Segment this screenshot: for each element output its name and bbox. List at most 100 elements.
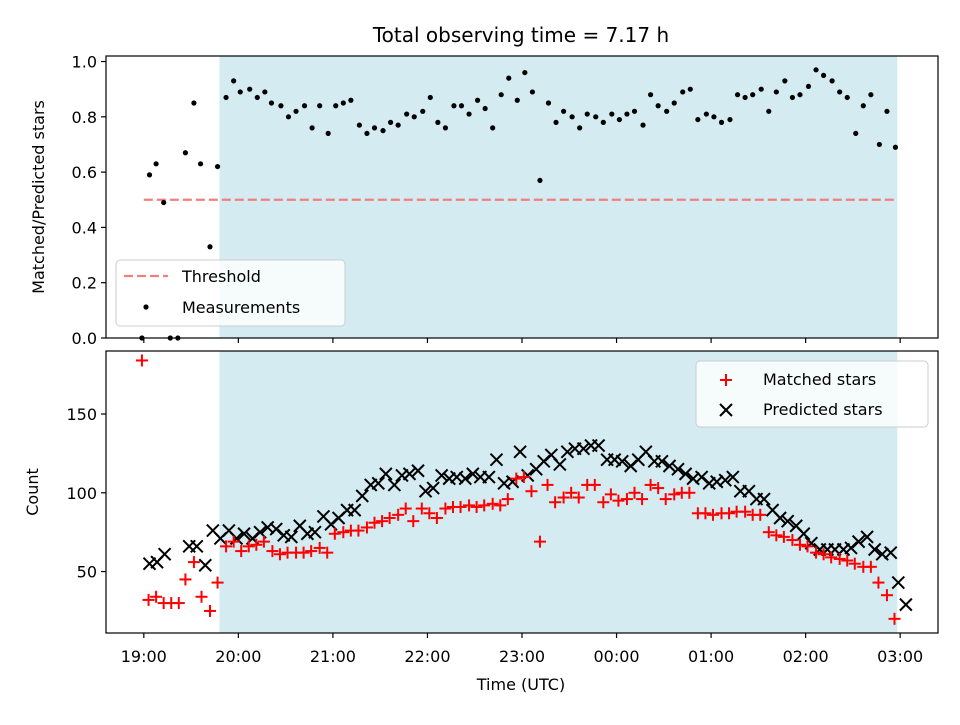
top-panel: 0.0 0.2 0.4 0.6 0.8 1.0 Matched/Predicted sta… <box>29 53 939 348</box>
matched-point <box>273 548 286 561</box>
matched-point <box>541 478 554 491</box>
measurement-point <box>231 78 237 84</box>
matched-point <box>142 593 155 606</box>
matched-point <box>179 573 192 586</box>
measurement-point <box>569 114 575 120</box>
matched-point <box>172 597 185 610</box>
predicted-point <box>757 492 771 506</box>
matched-point <box>659 493 672 506</box>
matched-point <box>723 507 736 520</box>
predicted-point <box>780 514 795 528</box>
x-tick-label: 01:00 <box>688 647 734 666</box>
matched-point <box>242 540 255 553</box>
top-legend: Threshold Measurements <box>115 259 346 327</box>
matched-point <box>525 485 538 498</box>
measurement-point <box>616 116 622 123</box>
measurement-point <box>884 108 890 114</box>
matched-point <box>376 515 389 528</box>
measurement-point <box>624 111 630 117</box>
matched-point <box>833 552 846 565</box>
measurement-point <box>789 94 796 101</box>
matched-point <box>517 471 530 484</box>
measurement-point <box>695 116 701 123</box>
predicted-point <box>726 470 740 484</box>
measurement-point <box>742 94 748 101</box>
matched-point <box>604 488 617 501</box>
measurement-point <box>766 108 772 114</box>
predicted-point <box>797 527 811 541</box>
matched-point <box>754 508 767 521</box>
measurement-point <box>333 103 339 109</box>
matched-point <box>266 545 279 558</box>
measurement-point <box>750 92 756 98</box>
matched-point <box>352 524 365 537</box>
matched-point <box>817 548 830 561</box>
legend-measurement-swatch <box>143 304 149 310</box>
measurement-point <box>758 86 764 92</box>
predicted-point <box>576 441 591 456</box>
predicted-point <box>489 452 504 467</box>
matched-point <box>762 526 775 539</box>
bottom-y-ticks: 50 100 150 <box>66 405 106 582</box>
matched-point <box>597 496 610 509</box>
measurement-point <box>380 128 386 134</box>
top-y-axis-label: Matched/Predicted stars <box>29 100 48 294</box>
predicted-point <box>198 558 212 572</box>
predicted-points <box>142 438 913 612</box>
matched-point <box>257 535 270 548</box>
legend-measurements-label: Measurements <box>182 298 300 317</box>
predicted-point <box>482 470 496 484</box>
matched-point <box>810 546 823 559</box>
matched-point <box>588 478 601 491</box>
matched-point <box>423 507 436 520</box>
matched-point <box>510 472 523 485</box>
measurement-point <box>514 97 520 103</box>
matched-point <box>699 507 712 520</box>
measurement-point <box>490 125 496 131</box>
measurement-point <box>640 122 646 128</box>
measurement-point <box>404 111 410 117</box>
measurement-point <box>734 92 741 98</box>
predicted-point <box>466 467 480 481</box>
measurement-point <box>561 108 567 114</box>
predicted-point <box>678 467 693 481</box>
matched-point <box>470 500 483 513</box>
predicted-point <box>884 545 898 560</box>
measurement-point <box>577 125 583 131</box>
predicted-point <box>860 530 874 544</box>
y-tick-label: 0.4 <box>72 218 97 237</box>
measurement-point <box>153 161 159 167</box>
measurement-point <box>703 111 709 117</box>
matched-point <box>557 491 570 504</box>
predicted-point <box>458 471 472 486</box>
matched-point <box>620 493 633 506</box>
matched-point <box>793 538 806 551</box>
x-tick-label: 20:00 <box>215 647 261 666</box>
matched-point <box>439 502 452 515</box>
matched-point <box>195 590 208 603</box>
chart-title: Total observing time = 7.17 h <box>372 23 669 47</box>
matched-point <box>533 535 546 548</box>
measurement-point <box>711 114 717 120</box>
predicted-point <box>355 489 369 503</box>
matched-point <box>652 482 665 495</box>
bottom-panel: 50 100 150 19:00 20:00 21:00 22:00 23:00 00:00 0… <box>23 350 939 694</box>
predicted-point <box>411 464 425 478</box>
matched-point <box>135 354 148 367</box>
matched-point <box>777 530 790 543</box>
top-y-ticks: 0.0 0.2 0.4 0.6 0.8 1.0 <box>72 53 106 348</box>
legend-predicted-label: Predicted stars <box>763 400 883 419</box>
measurement-point <box>301 103 308 109</box>
legend-threshold-label: Threshold <box>181 267 261 286</box>
matched-point <box>486 497 499 510</box>
measurement-point <box>285 114 292 120</box>
measurement-point <box>254 94 260 101</box>
measurement-point <box>293 108 299 114</box>
measurement-point <box>773 89 779 95</box>
measurement-point <box>451 103 457 109</box>
predicted-point <box>662 459 677 473</box>
predicted-point <box>867 542 882 557</box>
measurement-point <box>207 244 213 250</box>
bottom-legend-box <box>695 360 929 428</box>
matched-point <box>415 502 428 515</box>
